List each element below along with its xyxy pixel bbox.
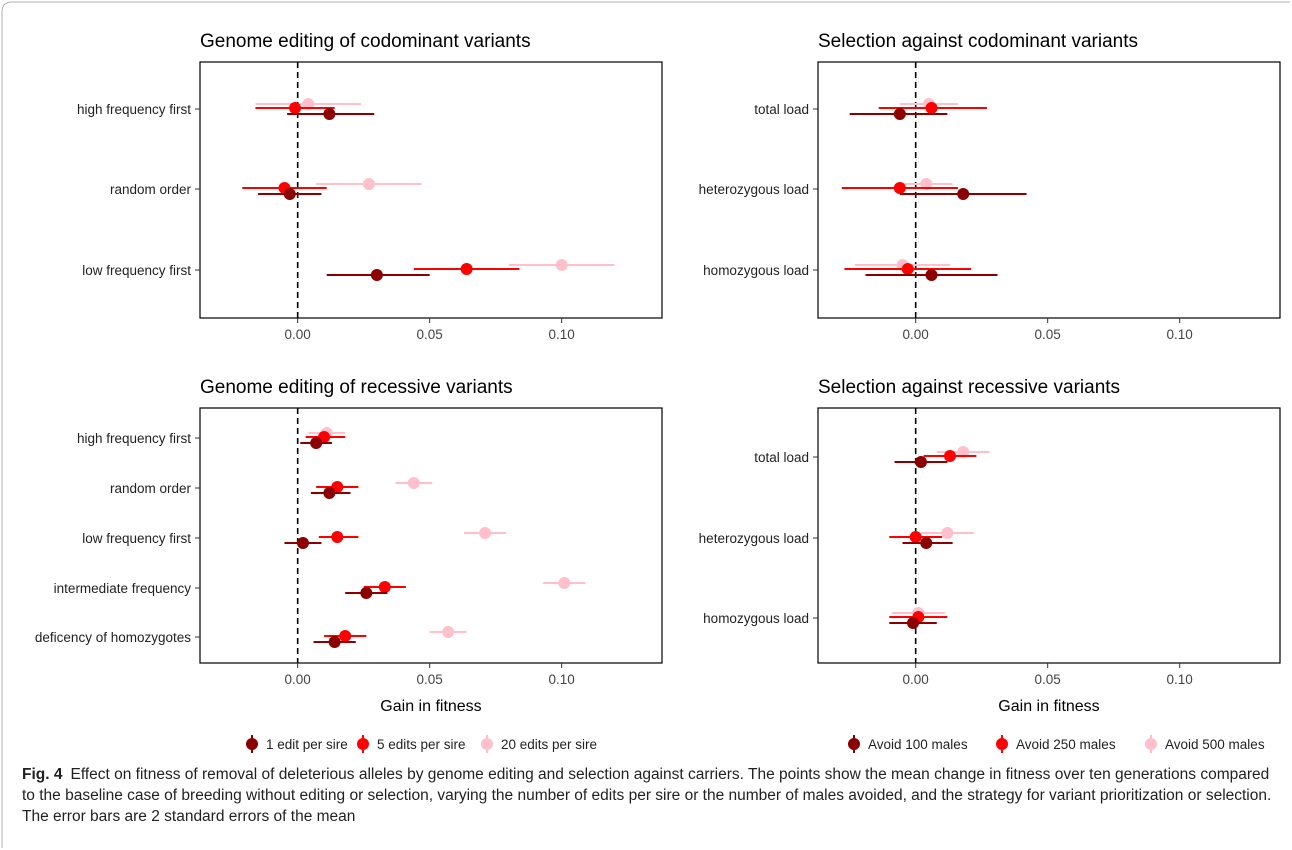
x-tick-label: 0.05 <box>1035 327 1061 342</box>
plot-frame <box>199 407 663 664</box>
legend-label: Avoid 500 males <box>1165 737 1265 752</box>
y-category-label: heterozygous load <box>699 182 809 197</box>
legend-key-point <box>357 738 369 750</box>
legend-label: Avoid 100 males <box>868 737 968 752</box>
data-point <box>442 626 455 638</box>
legend-label: Avoid 250 males <box>1016 737 1116 752</box>
x-tick-label: 0.00 <box>285 327 311 342</box>
data-point <box>328 636 341 648</box>
data-point <box>909 531 922 543</box>
x-tick-label: 0.05 <box>417 327 443 342</box>
data-point <box>323 108 336 120</box>
x-axis-title: Gain in fitness <box>998 698 1099 715</box>
x-tick-label: 0.00 <box>285 672 311 687</box>
x-axis-title: Gain in fitness <box>380 698 481 715</box>
data-point <box>944 450 956 462</box>
y-category-label: random order <box>110 481 192 496</box>
data-point <box>558 577 571 589</box>
data-point <box>310 437 323 449</box>
y-category-label: homozygous load <box>703 611 809 626</box>
y-category-label: low frequency first <box>82 531 191 546</box>
y-category-label: total load <box>754 450 809 465</box>
x-tick-label: 0.10 <box>549 327 575 342</box>
data-point <box>296 537 309 549</box>
y-category-label: intermediate frequency <box>54 581 192 596</box>
y-category-label: total load <box>754 102 809 117</box>
chart-title: Selection against codominant variants <box>818 31 1138 52</box>
legend-key-point <box>996 738 1008 750</box>
data-point <box>925 269 938 281</box>
data-point <box>323 487 336 499</box>
data-point <box>901 263 914 275</box>
data-point <box>907 617 920 629</box>
legend-key-point <box>481 738 493 750</box>
plot-frame <box>199 61 663 319</box>
data-point <box>957 188 970 200</box>
y-category-label: random order <box>110 182 192 197</box>
data-point <box>378 581 391 593</box>
data-point <box>407 477 420 489</box>
figure-caption: Fig. 4 Effect on fitness of removal of de… <box>22 764 1272 827</box>
chart-title: Genome editing of codominant variants <box>200 31 531 52</box>
x-tick-label: 0.10 <box>1167 672 1193 687</box>
chart-panel-2: Selection against codominant variants 0.0… <box>699 31 1281 342</box>
legend-editing: 1 edit per sire 5 edits per sire 20 edits … <box>246 735 597 753</box>
data-point <box>479 527 492 539</box>
y-category-label: low frequency first <box>82 263 191 278</box>
data-point <box>362 178 375 190</box>
y-category-label: heterozygous load <box>699 531 809 546</box>
data-point <box>460 263 473 275</box>
chart-panel-3: Genome editing of recessive variants 0.00… <box>35 377 663 715</box>
data-point <box>289 102 302 114</box>
x-tick-label: 0.10 <box>549 672 575 687</box>
y-category-label: deficency of homozygotes <box>35 630 191 645</box>
legend-label: 5 edits per sire <box>377 737 466 752</box>
chart-panel-1: Genome editing of codominant variants 0.0… <box>77 31 663 342</box>
y-category-label: high frequency first <box>77 431 191 446</box>
data-point <box>555 259 568 271</box>
data-point <box>893 182 906 194</box>
legend-selection: Avoid 100 males Avoid 250 males Avoid 500 … <box>848 735 1265 753</box>
data-point <box>893 108 906 120</box>
chart-title: Genome editing of recessive variants <box>200 377 513 398</box>
legend-label: 20 edits per sire <box>501 737 597 752</box>
x-tick-label: 0.10 <box>1167 327 1193 342</box>
data-point <box>360 587 373 599</box>
data-point <box>914 456 927 468</box>
legend-label: 1 edit per sire <box>266 737 348 752</box>
data-point <box>941 527 954 539</box>
y-category-label: homozygous load <box>703 263 809 278</box>
data-point <box>339 630 352 642</box>
data-point <box>920 537 933 549</box>
figure-caption-text: Effect on fitness of removal of deleteri… <box>22 766 1272 825</box>
figure-caption-label: Fig. 4 <box>22 766 63 783</box>
chart-panel-4: Selection against recessive variants 0.00… <box>699 377 1281 715</box>
data-point <box>283 188 296 200</box>
x-tick-label: 0.05 <box>1035 672 1061 687</box>
data-point <box>331 531 344 543</box>
legend-key-point <box>848 738 860 750</box>
legend-key-point <box>246 738 258 750</box>
y-category-label: high frequency first <box>77 102 191 117</box>
data-point <box>925 102 938 114</box>
data-point <box>370 269 383 281</box>
chart-title: Selection against recessive variants <box>818 377 1120 398</box>
plot-frame <box>817 407 1281 664</box>
x-tick-label: 0.00 <box>903 327 929 342</box>
x-tick-label: 0.00 <box>903 672 929 687</box>
legend-key-point <box>1145 738 1157 750</box>
plot-frame <box>817 61 1281 319</box>
x-tick-label: 0.05 <box>417 672 443 687</box>
